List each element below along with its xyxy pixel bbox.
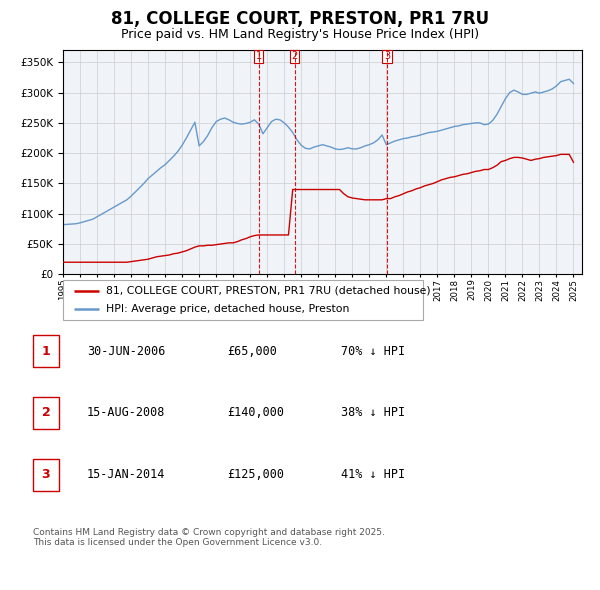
Text: 15-JAN-2014: 15-JAN-2014 xyxy=(87,468,166,481)
FancyBboxPatch shape xyxy=(63,280,423,320)
Text: £140,000: £140,000 xyxy=(227,407,284,419)
Text: 1: 1 xyxy=(256,51,262,61)
Text: 41% ↓ HPI: 41% ↓ HPI xyxy=(341,468,405,481)
Text: 70% ↓ HPI: 70% ↓ HPI xyxy=(341,345,405,358)
Text: 81, COLLEGE COURT, PRESTON, PR1 7RU (detached house): 81, COLLEGE COURT, PRESTON, PR1 7RU (det… xyxy=(106,286,431,296)
FancyBboxPatch shape xyxy=(33,397,59,429)
Text: 2: 2 xyxy=(292,51,298,61)
Text: 15-AUG-2008: 15-AUG-2008 xyxy=(87,407,166,419)
Text: 2: 2 xyxy=(41,407,50,419)
Text: 3: 3 xyxy=(384,51,390,61)
Text: Price paid vs. HM Land Registry's House Price Index (HPI): Price paid vs. HM Land Registry's House … xyxy=(121,28,479,41)
Text: 81, COLLEGE COURT, PRESTON, PR1 7RU: 81, COLLEGE COURT, PRESTON, PR1 7RU xyxy=(111,10,489,28)
Text: HPI: Average price, detached house, Preston: HPI: Average price, detached house, Pres… xyxy=(106,304,350,314)
FancyBboxPatch shape xyxy=(33,459,59,491)
Text: £125,000: £125,000 xyxy=(227,468,284,481)
Text: 30-JUN-2006: 30-JUN-2006 xyxy=(87,345,166,358)
FancyBboxPatch shape xyxy=(33,335,59,367)
Text: 38% ↓ HPI: 38% ↓ HPI xyxy=(341,407,405,419)
Text: £65,000: £65,000 xyxy=(227,345,277,358)
Text: 1: 1 xyxy=(41,345,50,358)
Text: 3: 3 xyxy=(41,468,50,481)
Text: Contains HM Land Registry data © Crown copyright and database right 2025.
This d: Contains HM Land Registry data © Crown c… xyxy=(33,528,385,548)
